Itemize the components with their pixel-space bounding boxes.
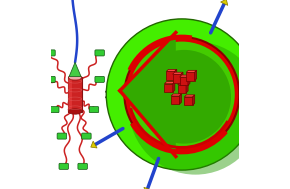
Polygon shape <box>180 77 188 85</box>
Polygon shape <box>69 62 81 77</box>
Polygon shape <box>128 103 133 108</box>
Polygon shape <box>124 109 130 111</box>
Polygon shape <box>135 107 136 113</box>
Polygon shape <box>164 82 175 84</box>
Polygon shape <box>186 72 195 81</box>
FancyBboxPatch shape <box>46 50 55 56</box>
Polygon shape <box>164 84 173 92</box>
Polygon shape <box>181 72 183 83</box>
Polygon shape <box>129 107 136 108</box>
Polygon shape <box>175 69 177 80</box>
Polygon shape <box>120 33 176 156</box>
Polygon shape <box>124 111 129 116</box>
Circle shape <box>106 19 258 170</box>
Polygon shape <box>132 92 133 99</box>
Polygon shape <box>193 95 195 105</box>
Polygon shape <box>166 69 177 71</box>
Polygon shape <box>124 103 125 109</box>
FancyBboxPatch shape <box>95 50 104 56</box>
Polygon shape <box>120 33 176 156</box>
Polygon shape <box>126 92 133 94</box>
Polygon shape <box>68 77 82 112</box>
Polygon shape <box>178 85 186 93</box>
FancyBboxPatch shape <box>78 163 87 169</box>
Polygon shape <box>125 95 126 102</box>
Polygon shape <box>184 97 193 105</box>
FancyBboxPatch shape <box>89 107 99 113</box>
Ellipse shape <box>68 75 82 80</box>
Polygon shape <box>180 94 182 104</box>
Polygon shape <box>133 102 135 108</box>
Polygon shape <box>120 95 126 97</box>
Polygon shape <box>119 103 125 104</box>
Polygon shape <box>166 71 175 80</box>
Polygon shape <box>221 0 228 5</box>
Circle shape <box>129 42 262 175</box>
Polygon shape <box>271 133 277 140</box>
Polygon shape <box>122 90 127 95</box>
Polygon shape <box>280 73 285 81</box>
FancyBboxPatch shape <box>50 107 59 113</box>
Circle shape <box>137 50 231 144</box>
Ellipse shape <box>68 109 82 114</box>
Polygon shape <box>180 75 190 77</box>
Polygon shape <box>186 70 197 72</box>
Polygon shape <box>195 70 197 81</box>
Polygon shape <box>178 83 188 85</box>
Polygon shape <box>128 102 135 103</box>
FancyBboxPatch shape <box>95 76 104 82</box>
FancyBboxPatch shape <box>82 133 91 139</box>
Polygon shape <box>126 94 132 99</box>
Polygon shape <box>124 99 131 100</box>
Polygon shape <box>184 95 195 97</box>
FancyBboxPatch shape <box>57 133 67 139</box>
Circle shape <box>130 43 191 104</box>
Polygon shape <box>122 89 128 90</box>
Polygon shape <box>171 94 182 96</box>
Polygon shape <box>186 83 188 93</box>
Polygon shape <box>119 104 124 109</box>
Polygon shape <box>188 75 190 85</box>
Polygon shape <box>130 99 131 106</box>
Polygon shape <box>120 97 125 102</box>
Circle shape <box>124 37 239 152</box>
Polygon shape <box>173 82 175 92</box>
Polygon shape <box>173 74 181 83</box>
Polygon shape <box>91 141 97 148</box>
FancyBboxPatch shape <box>46 76 55 82</box>
Polygon shape <box>173 72 183 74</box>
FancyBboxPatch shape <box>59 163 68 169</box>
Polygon shape <box>144 187 151 189</box>
Polygon shape <box>127 89 128 95</box>
Polygon shape <box>129 108 135 113</box>
Polygon shape <box>129 109 130 116</box>
Polygon shape <box>124 100 130 106</box>
Polygon shape <box>68 77 72 112</box>
Circle shape <box>129 42 235 147</box>
Polygon shape <box>171 96 180 104</box>
